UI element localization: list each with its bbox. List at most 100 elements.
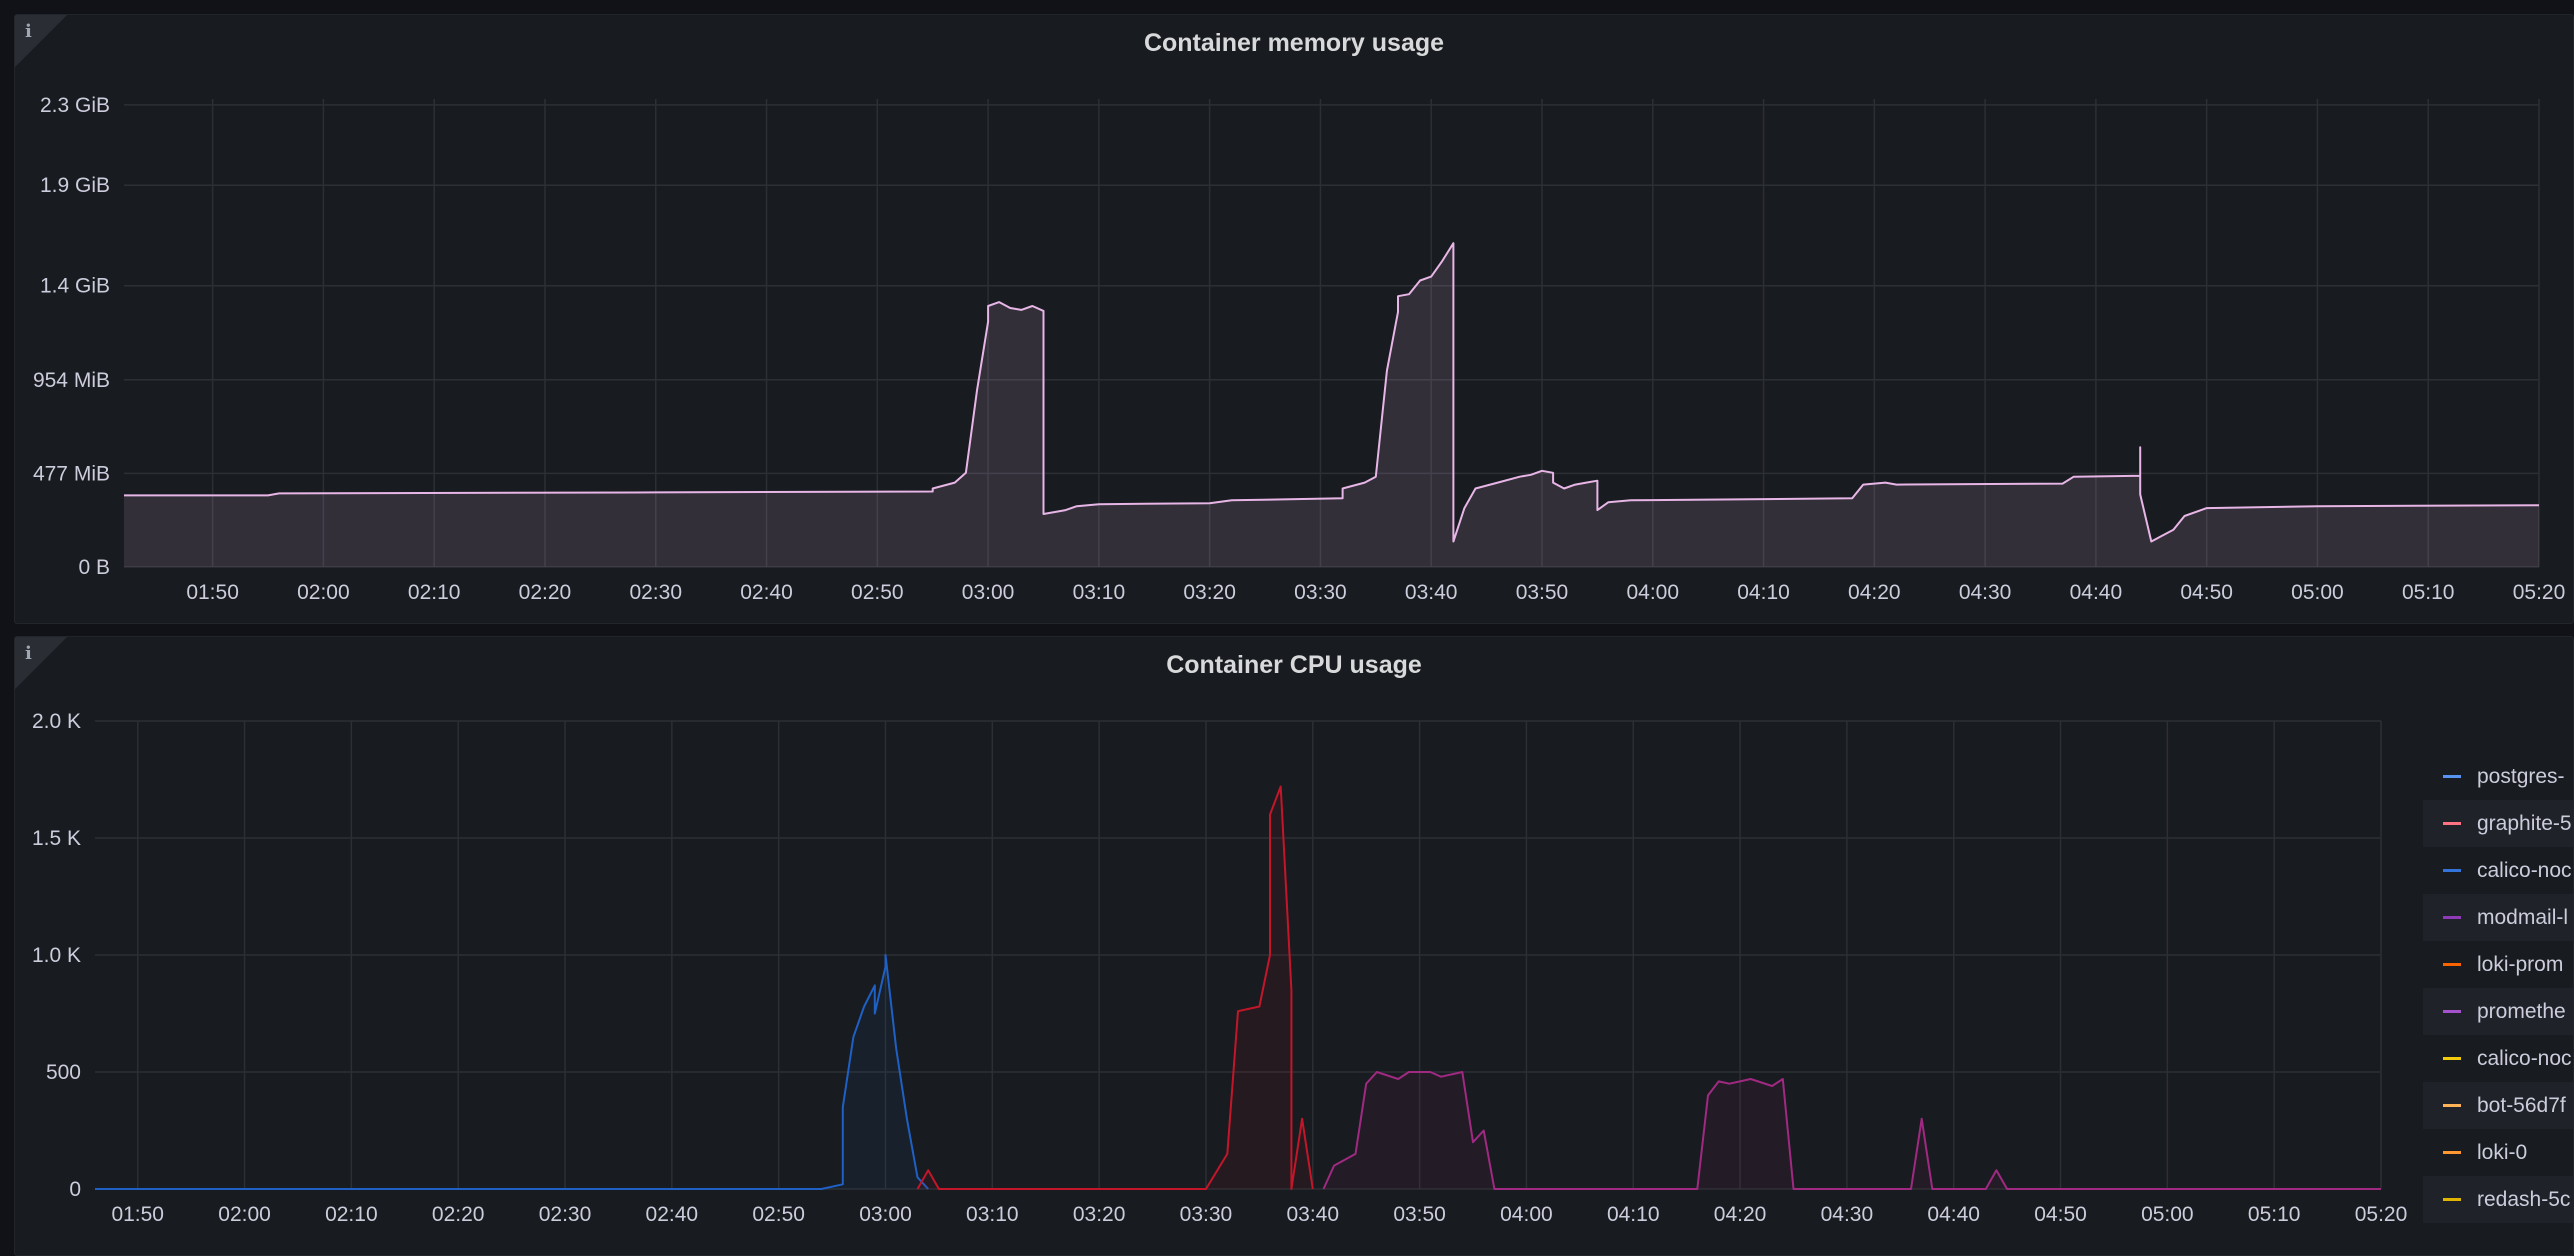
x-tick-label: 02:00	[218, 1203, 271, 1226]
y-tick-label: 0	[69, 1178, 81, 1201]
x-tick-label: 05:20	[2355, 1203, 2408, 1226]
legend-item[interactable]: calico-noc	[2423, 847, 2573, 894]
x-tick-label: 02:20	[519, 581, 572, 604]
legend-label: loki-prom	[2477, 952, 2564, 976]
memory-chart: 01:50 02:00 02:10 02:20 02:30 02:40 02:50 03:00…	[33, 94, 2566, 604]
y-tick-label: 0 B	[78, 556, 110, 579]
series-area-0	[124, 243, 2539, 567]
series-area-2	[1323, 1072, 2381, 1189]
legend-label: postgres-	[2477, 764, 2565, 788]
info-icon[interactable]: i	[25, 643, 32, 664]
x-tick-label: 02:30	[539, 1203, 592, 1226]
legend-item[interactable]: modmail-l	[2423, 894, 2573, 941]
x-tick-label: 03:30	[1180, 1203, 1233, 1226]
legend-label: graphite-5	[2477, 811, 2572, 835]
y-tick-label: 1.9 GiB	[40, 174, 110, 197]
y-tick-label: 1.5 K	[32, 827, 81, 850]
legend-swatch	[2443, 822, 2461, 825]
panel-title: Container memory usage	[1143, 29, 1445, 57]
legend-label: loki-0	[2477, 1140, 2528, 1164]
legend-swatch	[2443, 1198, 2461, 1201]
x-tick-label: 01:50	[186, 581, 239, 604]
x-tick-label: 05:00	[2141, 1203, 2194, 1226]
legend-label: bot-56d7f	[2477, 1093, 2566, 1117]
x-tick-label: 04:40	[2070, 581, 2123, 604]
legend-item[interactable]: graphite-5	[2423, 800, 2573, 847]
panel-info-corner[interactable]	[15, 15, 67, 67]
x-tick-label: 02:20	[432, 1203, 485, 1226]
x-tick-label: 05:20	[2513, 581, 2566, 604]
x-tick-label: 04:00	[1500, 1203, 1553, 1226]
x-tick-label: 04:30	[1821, 1203, 1874, 1226]
x-tick-label: 04:30	[1959, 581, 2012, 604]
legend-swatch	[2443, 1057, 2461, 1060]
x-tick-label: 04:10	[1737, 581, 1790, 604]
y-tick-label: 2.3 GiB	[40, 94, 110, 117]
x-tick-label: 01:50	[111, 1203, 164, 1226]
series-line-2	[1322, 1071, 2381, 1190]
x-tick-label: 02:50	[851, 581, 904, 604]
x-tick-label: 04:40	[1927, 1203, 1980, 1226]
legend-item[interactable]: promethe	[2423, 988, 2573, 1035]
panel-info-corner[interactable]	[15, 637, 67, 689]
x-tick-label: 03:00	[962, 581, 1015, 604]
legend-swatch	[2443, 1151, 2461, 1154]
info-icon[interactable]: i	[25, 21, 32, 42]
series-line-1	[916, 785, 1314, 1190]
series-area-0	[95, 955, 929, 1189]
x-tick-label: 04:10	[1607, 1203, 1660, 1226]
legend-label: redash-5c	[2477, 1187, 2571, 1211]
legend-swatch	[2443, 1010, 2461, 1013]
legend-label: calico-noc	[2477, 858, 2572, 882]
x-tick-label: 03:50	[1516, 581, 1569, 604]
x-tick-label: 02:00	[297, 581, 350, 604]
y-tick-label: 500	[46, 1061, 81, 1084]
x-tick-label: 03:30	[1294, 581, 1347, 604]
legend-item[interactable]: redash-5c	[2423, 1176, 2573, 1223]
x-tick-label: 02:10	[408, 581, 461, 604]
x-tick-label: 04:20	[1848, 581, 1901, 604]
legend-swatch	[2443, 869, 2461, 872]
legend-item[interactable]: postgres-	[2423, 753, 2573, 800]
x-tick-label: 04:00	[1626, 581, 1679, 604]
legend-item[interactable]: loki-prom	[2423, 941, 2573, 988]
x-tick-label: 03:40	[1286, 1203, 1339, 1226]
x-tick-label: 03:20	[1073, 1203, 1126, 1226]
y-tick-label: 2.0 K	[32, 710, 81, 733]
x-tick-label: 02:40	[740, 581, 793, 604]
x-tick-label: 02:30	[629, 581, 682, 604]
x-tick-label: 03:20	[1183, 581, 1236, 604]
x-tick-label: 02:10	[325, 1203, 378, 1226]
legend-item[interactable]: bot-56d7f	[2423, 1082, 2573, 1129]
panel-title: Container CPU usage	[1166, 651, 1422, 679]
x-tick-label: 03:10	[1073, 581, 1126, 604]
y-tick-label: 954 MiB	[33, 369, 110, 392]
x-tick-label: 05:10	[2248, 1203, 2301, 1226]
series-line-0	[124, 242, 2540, 543]
x-tick-label: 02:50	[752, 1203, 805, 1226]
legend-item[interactable]: loki-0	[2423, 1129, 2573, 1176]
x-tick-label: 02:40	[646, 1203, 699, 1226]
x-tick-label: 03:40	[1405, 581, 1458, 604]
x-tick-label: 04:20	[1714, 1203, 1767, 1226]
cpu-chart: 01:50 02:00 02:10 02:20 02:30 02:40 02:50 03:00…	[32, 710, 2408, 1226]
legend-swatch	[2443, 775, 2461, 778]
legend-item[interactable]: calico-noc	[2423, 1035, 2573, 1082]
legend-label: promethe	[2477, 999, 2566, 1023]
x-tick-label: 04:50	[2180, 581, 2233, 604]
legend-swatch	[2443, 1104, 2461, 1107]
x-tick-label: 03:00	[859, 1203, 912, 1226]
y-tick-label: 1.4 GiB	[40, 275, 110, 298]
x-tick-label: 03:50	[1393, 1203, 1446, 1226]
series-line-0	[95, 954, 929, 1190]
legend-swatch	[2443, 916, 2461, 919]
legend-label: calico-noc	[2477, 1046, 2572, 1070]
x-tick-label: 04:50	[2034, 1203, 2087, 1226]
series-area-1	[917, 786, 1313, 1189]
y-tick-label: 477 MiB	[33, 462, 110, 485]
x-tick-label: 05:00	[2291, 581, 2344, 604]
chart-legend: postgres-graphite-5 calico-noc modmail-l lo…	[2423, 753, 2573, 1223]
legend-label: modmail-l	[2477, 905, 2569, 929]
legend-swatch	[2443, 963, 2461, 966]
cpu-panel: i Container CPU usage 01:50 02:00 02:10 02:…	[14, 636, 2574, 1256]
